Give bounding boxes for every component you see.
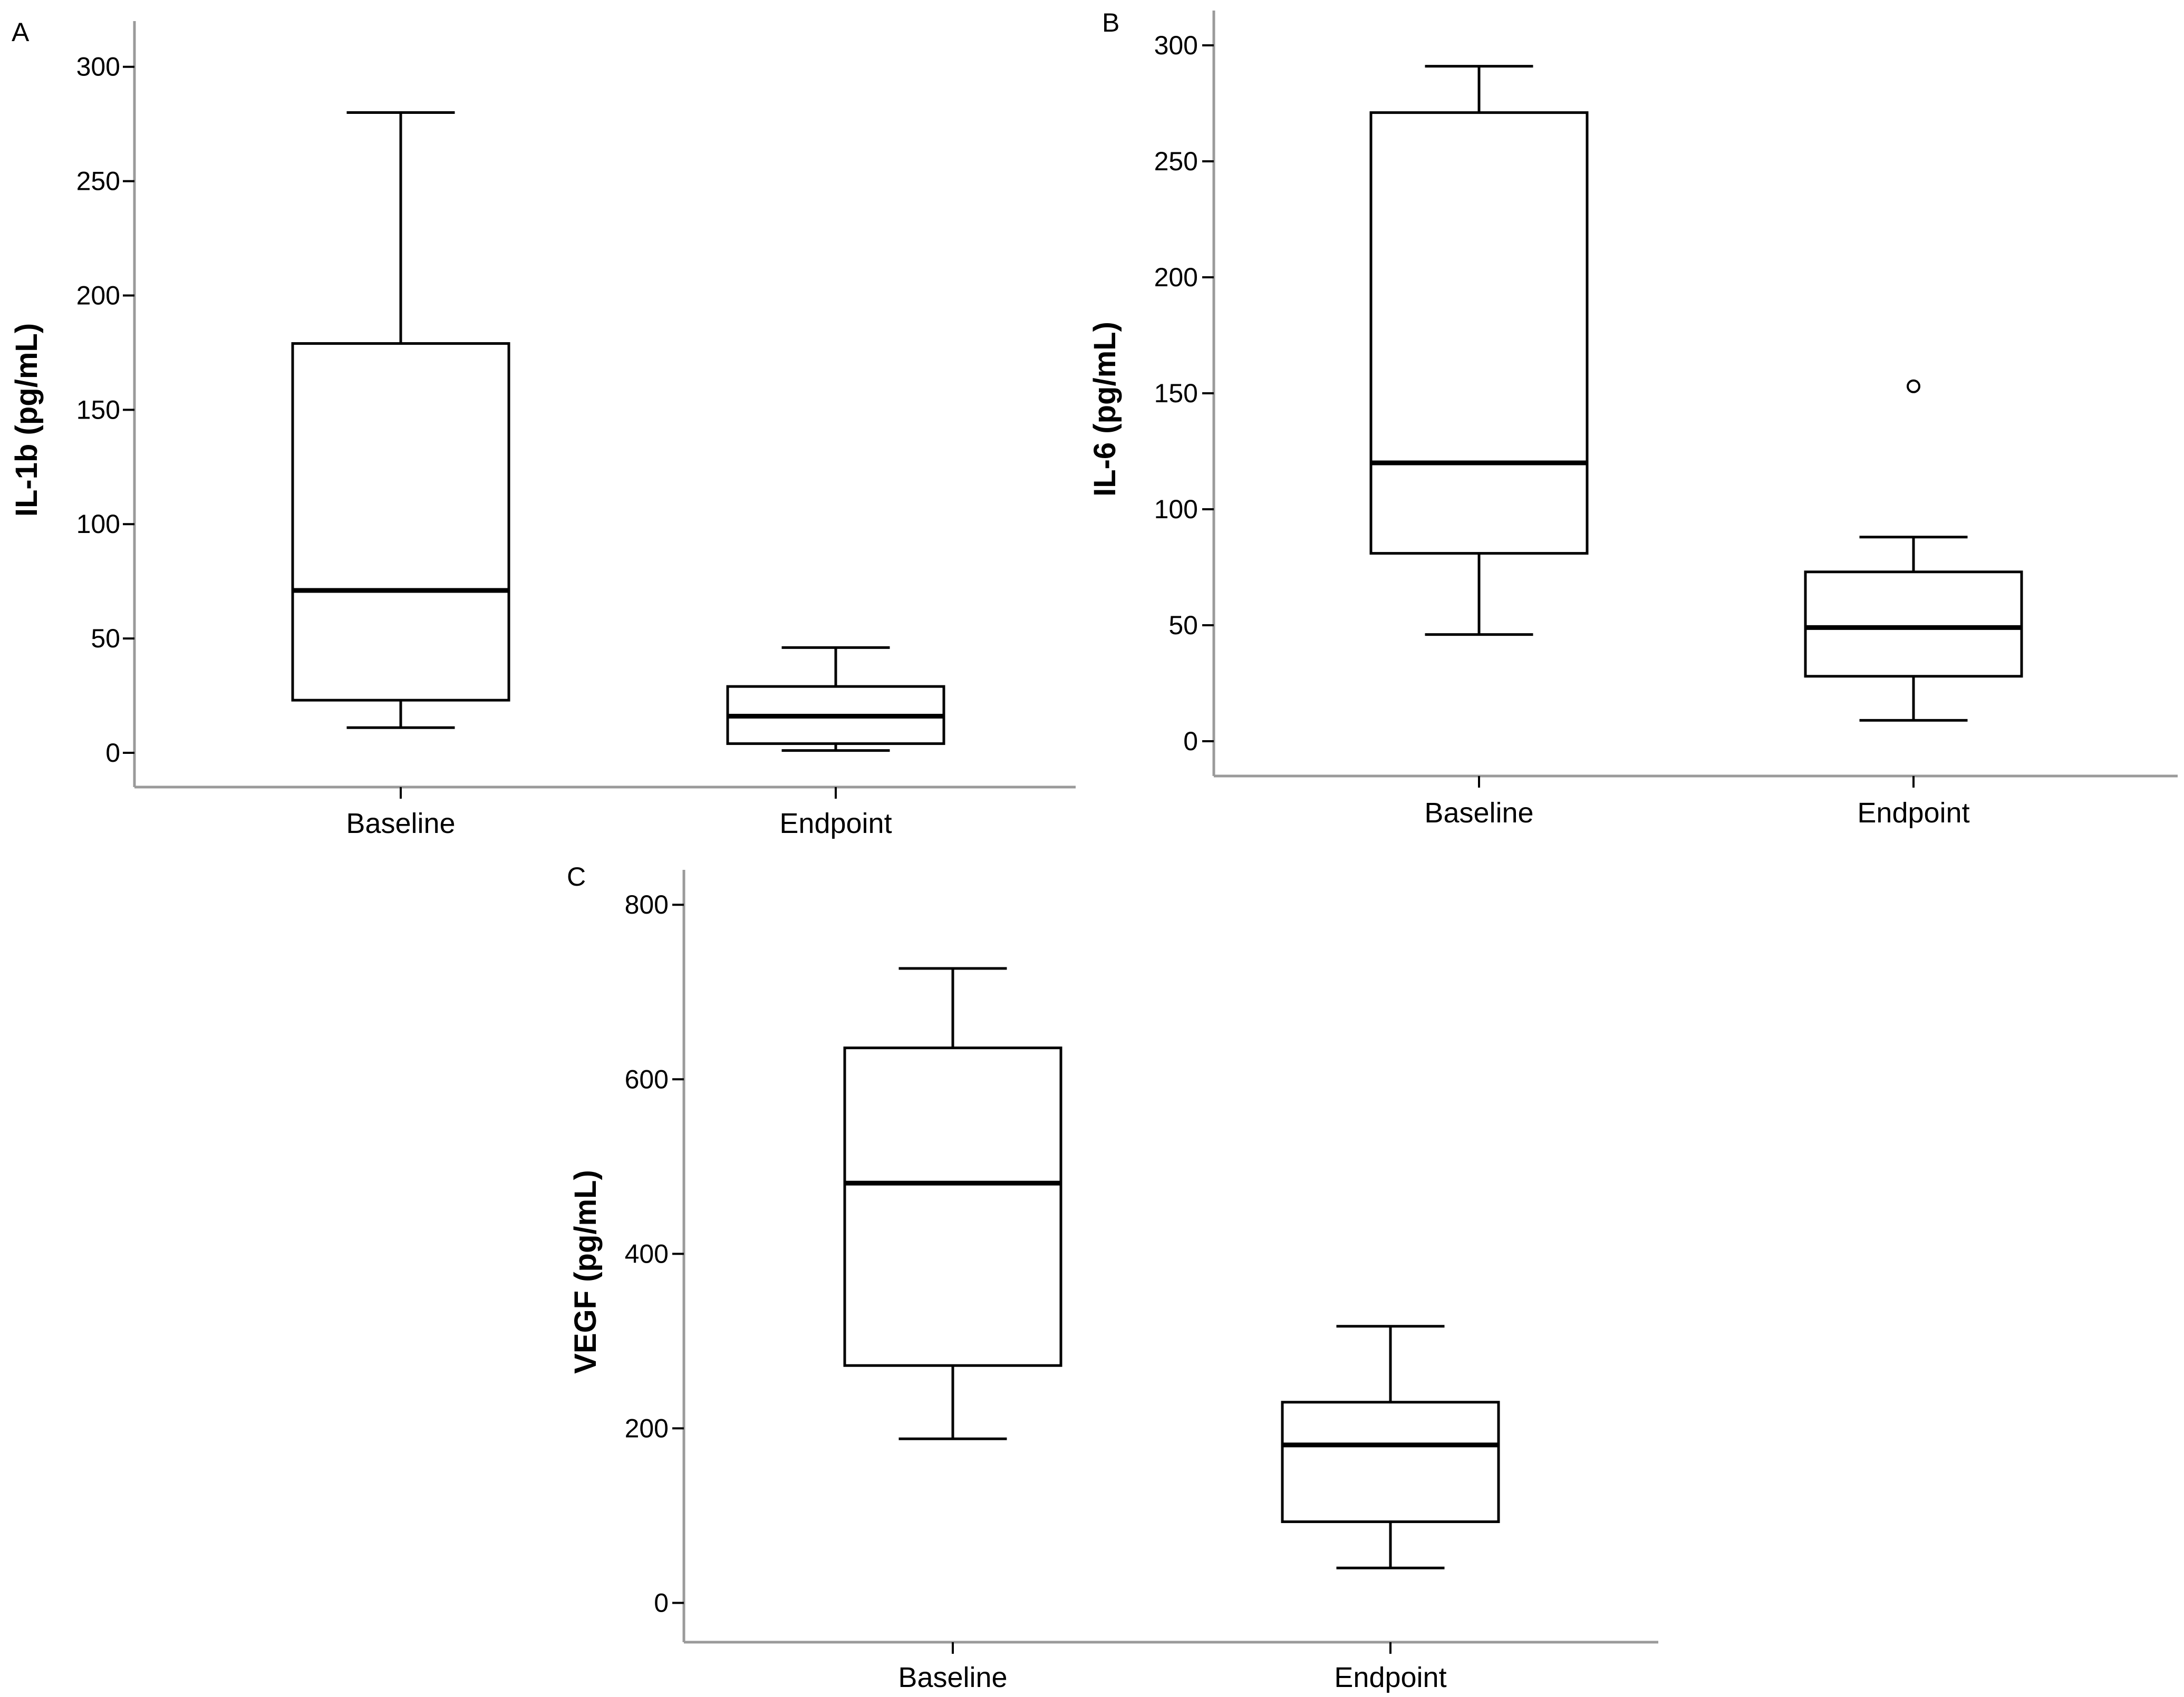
y-tick-label: 50: [1168, 610, 1198, 640]
y-tick-label: 300: [1154, 31, 1198, 60]
x-tick-label: Baseline: [1424, 797, 1533, 829]
y-tick-label: 300: [76, 52, 120, 82]
y-tick-label: 0: [1183, 726, 1198, 756]
y-axis-title: VEGF (pg/mL): [568, 1170, 603, 1374]
box-endpoint: [726, 646, 945, 752]
box-baseline: [843, 967, 1062, 1440]
y-tick-label: 200: [1154, 263, 1198, 292]
y-tick-label: 150: [1154, 379, 1198, 408]
panel-label: A: [12, 17, 30, 47]
y-tick-label: 400: [625, 1239, 669, 1268]
y-tick-label: 0: [654, 1588, 669, 1618]
box-endpoint: [1804, 379, 2023, 722]
iqr-box: [1804, 570, 2023, 678]
box-baseline: [291, 111, 510, 729]
y-axis-title: IL-1b (pg/mL): [9, 323, 44, 517]
y-tick-label: 800: [625, 890, 669, 919]
y-tick-label: 50: [91, 624, 120, 653]
iqr-box: [843, 1046, 1062, 1367]
x-tick-label: Baseline: [346, 808, 455, 839]
box-endpoint: [1281, 1325, 1500, 1569]
iqr-box: [1281, 1401, 1500, 1524]
iqr-box: [1369, 111, 1589, 555]
iqr-box: [291, 342, 510, 702]
y-tick-label: 100: [1154, 494, 1198, 524]
panel-label: B: [1102, 8, 1119, 37]
box-baseline: [1369, 65, 1589, 636]
x-tick-label: Endpoint: [1857, 797, 1969, 829]
y-tick-label: 0: [105, 738, 120, 768]
x-tick-label: Endpoint: [779, 808, 892, 839]
y-tick-label: 200: [76, 280, 120, 310]
y-tick-label: 250: [1154, 147, 1198, 176]
chart-panel-a: A 0 50 100 150 200 250 300 IL-1b (pg/mL) Baseline…: [9, 17, 1076, 839]
panel-label: C: [567, 862, 586, 891]
outlier-point: [1907, 379, 1920, 393]
chart-panel-c: C 0 200 400 600 800 VEGF (pg/mL) Baseline Endpoi…: [567, 862, 1658, 1693]
y-tick-label: 100: [76, 509, 120, 539]
x-tick-label: Endpoint: [1334, 1662, 1446, 1693]
x-tick-label: Baseline: [898, 1662, 1007, 1693]
chart-panel-b: B 0 50 100 150 200 250 300 IL-6 (pg/mL) Baseline E…: [1088, 8, 2178, 829]
y-tick-label: 150: [76, 395, 120, 424]
y-tick-label: 250: [76, 167, 120, 196]
y-axis-title: IL-6 (pg/mL): [1088, 322, 1122, 497]
y-tick-label: 600: [625, 1064, 669, 1094]
y-tick-label: 200: [625, 1413, 669, 1443]
